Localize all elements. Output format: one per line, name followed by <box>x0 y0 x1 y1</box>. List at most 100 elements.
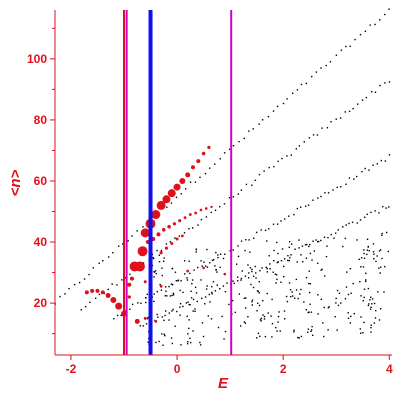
background-point <box>214 163 216 165</box>
background-point <box>212 259 215 261</box>
background-point <box>323 335 325 338</box>
background-point <box>267 115 270 118</box>
background-point <box>363 216 366 218</box>
background-point <box>365 272 367 275</box>
background-point <box>160 289 163 291</box>
x-tick-label: -2 <box>66 362 77 376</box>
background-point <box>264 229 267 232</box>
background-point <box>339 117 342 119</box>
background-point <box>263 315 266 318</box>
background-point <box>326 127 329 129</box>
background-point <box>209 262 211 264</box>
background-point <box>197 224 199 226</box>
background-point <box>142 325 145 327</box>
background-point <box>182 305 184 308</box>
background-point <box>366 253 368 256</box>
background-point <box>180 344 182 346</box>
background-point <box>253 237 255 240</box>
background-point <box>244 275 247 277</box>
background-point <box>152 257 155 259</box>
background-point <box>373 322 376 324</box>
background-point <box>362 332 364 334</box>
background-point <box>258 123 260 125</box>
background-point <box>269 268 271 270</box>
highlight-point <box>134 318 140 324</box>
background-point <box>232 280 234 282</box>
background-point <box>279 330 281 332</box>
background-point <box>168 319 170 321</box>
background-point <box>368 169 370 171</box>
background-point <box>142 262 145 264</box>
background-point <box>278 311 280 313</box>
background-point <box>161 333 163 335</box>
background-point <box>370 331 372 333</box>
background-point <box>378 319 381 321</box>
background-point <box>262 300 264 302</box>
background-point <box>276 278 278 281</box>
background-point <box>232 144 235 147</box>
background-point <box>185 302 188 304</box>
background-point <box>259 335 261 338</box>
x-axis-title: E <box>218 375 229 392</box>
background-point <box>229 250 231 252</box>
background-point <box>379 19 381 21</box>
background-point <box>378 212 380 214</box>
background-point <box>192 298 195 301</box>
background-point <box>316 134 319 136</box>
highlight-point <box>175 237 179 241</box>
background-point <box>194 181 197 183</box>
background-point <box>269 263 271 265</box>
background-point <box>113 317 115 320</box>
background-point <box>258 173 261 176</box>
background-point <box>369 308 372 310</box>
background-point <box>256 337 258 339</box>
highlight-point <box>207 145 211 149</box>
background-point <box>275 326 277 329</box>
background-point <box>200 218 203 221</box>
background-point <box>320 239 322 242</box>
background-point <box>255 231 258 234</box>
background-point <box>248 272 250 274</box>
background-point <box>209 167 211 169</box>
background-point <box>373 257 375 260</box>
background-point <box>224 253 226 255</box>
vertical-lines <box>122 10 233 355</box>
background-point <box>363 288 366 290</box>
background-point <box>334 232 337 234</box>
background-point <box>169 295 172 297</box>
background-point <box>271 322 274 325</box>
background-point <box>260 320 262 322</box>
background-point <box>375 260 377 263</box>
background-point <box>294 297 296 299</box>
background-point <box>327 307 330 309</box>
background-point <box>221 315 223 318</box>
background-point <box>68 287 70 290</box>
background-point <box>364 167 366 170</box>
background-points <box>54 8 391 346</box>
background-point <box>363 249 365 251</box>
background-point <box>88 273 90 276</box>
background-point <box>285 295 288 298</box>
y-tick-label: 80 <box>34 113 48 127</box>
background-point <box>206 248 208 251</box>
background-point <box>200 279 202 281</box>
background-point <box>288 215 290 217</box>
highlight-point <box>110 297 117 304</box>
background-point <box>190 297 193 299</box>
highlight-point <box>201 151 206 156</box>
highlight-point <box>164 246 169 250</box>
background-point <box>193 269 195 271</box>
background-point <box>364 30 367 32</box>
background-point <box>334 316 336 318</box>
background-point <box>308 291 311 294</box>
highlight-point <box>137 246 148 257</box>
background-point <box>174 325 176 327</box>
background-point <box>147 316 149 319</box>
background-point <box>356 239 358 241</box>
highlight-point <box>159 251 163 255</box>
background-point <box>363 321 365 324</box>
background-point <box>249 267 252 269</box>
background-point <box>171 310 173 312</box>
background-point <box>356 222 358 224</box>
background-point <box>359 219 362 221</box>
